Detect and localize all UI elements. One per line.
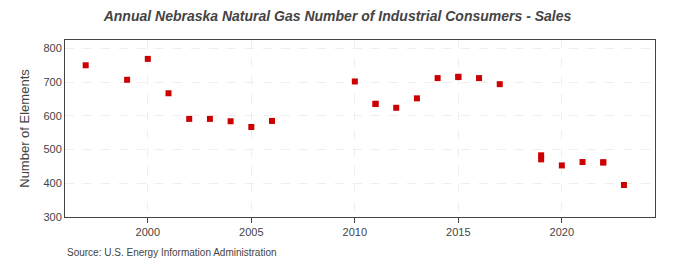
svg-text:Annual Nebraska Natural Gas Nu: Annual Nebraska Natural Gas Number of In… [103, 8, 572, 24]
svg-text:Source: U.S. Energy Informatio: Source: U.S. Energy Information Administ… [67, 247, 277, 258]
svg-text:500: 500 [43, 143, 61, 155]
svg-text:2000: 2000 [136, 226, 160, 238]
svg-text:400: 400 [43, 177, 61, 189]
svg-text:600: 600 [43, 110, 61, 122]
svg-text:800: 800 [43, 42, 61, 54]
svg-text:700: 700 [43, 76, 61, 88]
svg-text:Number of Elements: Number of Elements [17, 69, 32, 188]
svg-text:300: 300 [43, 211, 61, 223]
svg-text:2010: 2010 [343, 226, 367, 238]
svg-text:2020: 2020 [550, 226, 574, 238]
svg-text:2015: 2015 [446, 226, 470, 238]
svg-text:2005: 2005 [239, 226, 263, 238]
